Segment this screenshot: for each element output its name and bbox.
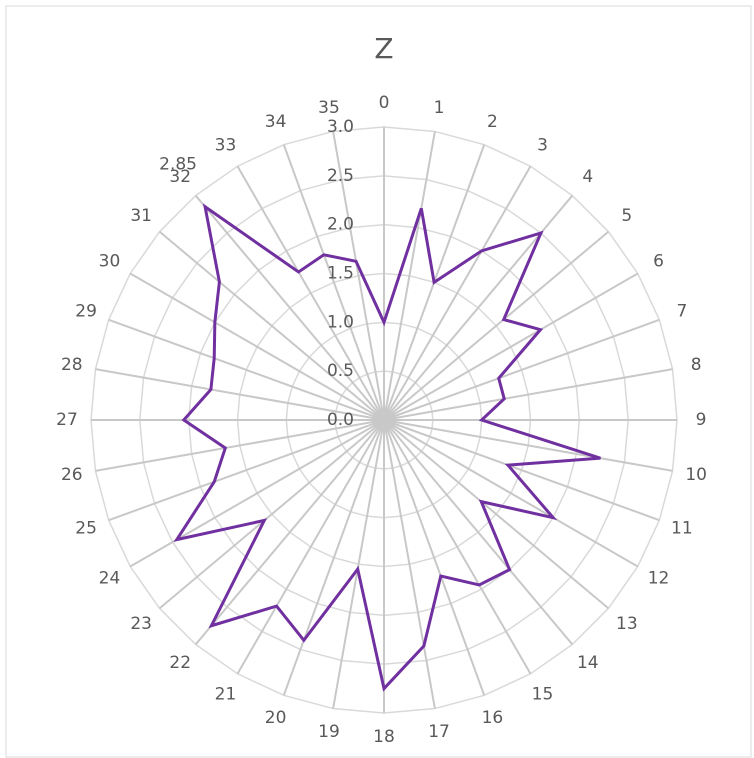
category-label: 10 bbox=[685, 465, 707, 485]
series-line bbox=[173, 203, 601, 692]
spoke bbox=[282, 144, 385, 421]
category-label: 31 bbox=[130, 206, 152, 226]
spoke bbox=[383, 131, 436, 421]
category-label: 35 bbox=[318, 98, 340, 118]
category-label: 25 bbox=[75, 518, 97, 538]
category-label: 0 bbox=[379, 93, 390, 113]
spoke bbox=[236, 165, 385, 421]
category-label: 9 bbox=[696, 410, 707, 430]
category-label: 16 bbox=[482, 708, 504, 728]
spoke bbox=[332, 419, 385, 709]
category-label: 7 bbox=[676, 302, 687, 322]
category-label: 29 bbox=[75, 302, 97, 322]
category-label: 8 bbox=[691, 355, 702, 375]
y-tick-label: 2.0 bbox=[327, 215, 354, 235]
spoke bbox=[95, 368, 385, 421]
category-label: 14 bbox=[577, 653, 599, 673]
category-label: 32 bbox=[169, 167, 191, 187]
y-tick-label: 1.5 bbox=[327, 264, 354, 284]
spoke bbox=[158, 419, 385, 610]
category-label: 20 bbox=[265, 708, 287, 728]
category-label: 13 bbox=[616, 614, 638, 634]
spoke bbox=[383, 419, 660, 522]
spoke bbox=[383, 272, 639, 421]
spoke bbox=[194, 194, 385, 421]
spoke bbox=[383, 419, 673, 472]
spoke bbox=[129, 419, 385, 568]
category-label: 21 bbox=[215, 685, 237, 705]
category-label: 19 bbox=[318, 722, 340, 742]
spoke bbox=[383, 419, 639, 568]
spoke bbox=[383, 165, 532, 421]
category-label: 28 bbox=[61, 355, 83, 375]
y-tick-label: 1.0 bbox=[327, 312, 354, 332]
category-label: 33 bbox=[215, 135, 237, 155]
spoke bbox=[236, 419, 385, 675]
chart-frame bbox=[5, 5, 752, 758]
category-label: 2 bbox=[487, 112, 498, 132]
category-label: 11 bbox=[671, 518, 693, 538]
spoke bbox=[383, 419, 436, 709]
spoke bbox=[129, 272, 385, 421]
spoke bbox=[383, 419, 486, 696]
category-label: 17 bbox=[428, 722, 450, 742]
spoke bbox=[332, 131, 385, 421]
spoke bbox=[158, 230, 385, 421]
category-label: 18 bbox=[373, 727, 395, 747]
data-label: 2.85 bbox=[159, 155, 197, 175]
chart-title: Z bbox=[374, 32, 393, 65]
category-label: 4 bbox=[582, 167, 593, 187]
category-label: 23 bbox=[130, 614, 152, 634]
category-label: 5 bbox=[621, 206, 632, 226]
spoke bbox=[383, 419, 610, 610]
spoke bbox=[95, 419, 385, 472]
spoke bbox=[383, 230, 610, 421]
y-tick-label: 0.0 bbox=[327, 410, 354, 430]
category-label: 34 bbox=[265, 112, 287, 132]
category-label: 26 bbox=[61, 465, 83, 485]
spoke bbox=[108, 419, 385, 522]
category-label: 1 bbox=[434, 98, 445, 118]
spoke bbox=[194, 419, 385, 646]
spoke bbox=[383, 318, 660, 421]
spoke bbox=[282, 419, 385, 696]
category-label: 6 bbox=[653, 252, 664, 272]
spoke bbox=[383, 419, 532, 675]
category-label: 15 bbox=[532, 685, 554, 705]
category-label: 24 bbox=[99, 569, 121, 589]
y-tick-label: 0.5 bbox=[327, 361, 354, 381]
category-label: 27 bbox=[56, 410, 78, 430]
category-label: 30 bbox=[99, 252, 121, 272]
category-label: 3 bbox=[537, 135, 548, 155]
category-label: 22 bbox=[169, 653, 191, 673]
spoke bbox=[108, 318, 385, 421]
spoke bbox=[383, 368, 673, 421]
y-tick-label: 3.0 bbox=[327, 117, 354, 137]
category-label: 12 bbox=[648, 569, 670, 589]
y-tick-label: 2.5 bbox=[327, 166, 354, 186]
spoke bbox=[383, 419, 574, 646]
